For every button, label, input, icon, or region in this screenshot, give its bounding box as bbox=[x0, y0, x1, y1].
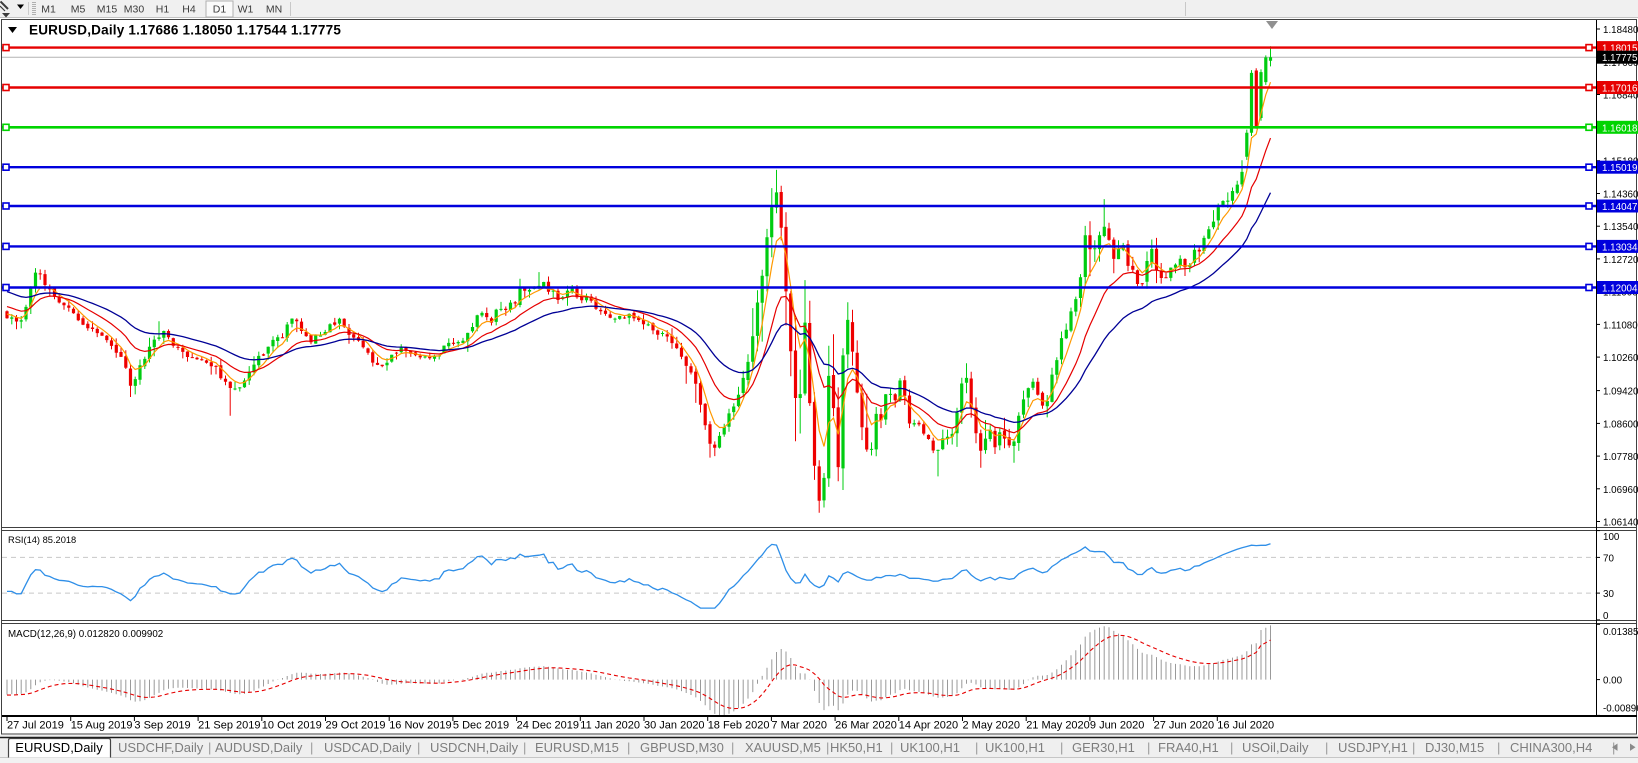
svg-text:1.06960: 1.06960 bbox=[1603, 485, 1638, 496]
svg-text:26 Mar 2020: 26 Mar 2020 bbox=[835, 720, 897, 732]
svg-text:MN: MN bbox=[266, 4, 282, 16]
svg-text:H4: H4 bbox=[182, 4, 196, 16]
svg-text:EURUSD,Daily 1.17686 1.18050: EURUSD,Daily 1.17686 1.18050 1.17544 1.1… bbox=[29, 23, 341, 38]
svg-text:|: | bbox=[1147, 740, 1150, 755]
svg-text:M30: M30 bbox=[124, 4, 145, 16]
svg-text:1.11080: 1.11080 bbox=[1603, 320, 1638, 331]
svg-text:CHINA300,H4: CHINA300,H4 bbox=[1510, 740, 1592, 755]
svg-text:1.06140: 1.06140 bbox=[1603, 518, 1638, 529]
svg-text:GER30,H1: GER30,H1 bbox=[1072, 740, 1135, 755]
svg-text:14 Apr 2020: 14 Apr 2020 bbox=[899, 720, 958, 732]
svg-text:USDCHF,Daily: USDCHF,Daily bbox=[118, 740, 204, 755]
svg-text:1.18015: 1.18015 bbox=[1602, 44, 1638, 55]
svg-text:30 Jan 2020: 30 Jan 2020 bbox=[644, 720, 705, 732]
svg-text:100: 100 bbox=[1603, 532, 1620, 543]
svg-text:UK100,H1: UK100,H1 bbox=[985, 740, 1045, 755]
svg-text:1.13034: 1.13034 bbox=[1602, 242, 1638, 253]
svg-text:|: | bbox=[208, 740, 211, 755]
svg-text:1.17016: 1.17016 bbox=[1602, 84, 1638, 95]
svg-text:FRA40,H1: FRA40,H1 bbox=[1158, 740, 1219, 755]
svg-text:1.07780: 1.07780 bbox=[1603, 452, 1638, 463]
svg-text:EURUSD,M15: EURUSD,M15 bbox=[535, 740, 619, 755]
svg-text:7 Mar 2020: 7 Mar 2020 bbox=[771, 720, 827, 732]
svg-text:H1: H1 bbox=[156, 4, 170, 16]
svg-text:|: | bbox=[310, 740, 313, 755]
svg-text:1.08600: 1.08600 bbox=[1603, 419, 1638, 430]
svg-text:XAUUSD,M5: XAUUSD,M5 bbox=[745, 740, 821, 755]
svg-text:M1: M1 bbox=[41, 4, 56, 16]
svg-text:|: | bbox=[523, 740, 526, 755]
svg-text:1.12004: 1.12004 bbox=[1602, 284, 1638, 295]
svg-text:0: 0 bbox=[1603, 611, 1609, 622]
svg-text:MACD(12,26,9) 0.012820 0.00990: MACD(12,26,9) 0.012820 0.009902 bbox=[8, 629, 163, 640]
svg-text:1.18480: 1.18480 bbox=[1603, 25, 1638, 36]
svg-text:11 Jan 2020: 11 Jan 2020 bbox=[580, 720, 640, 732]
svg-text:|: | bbox=[1497, 740, 1500, 755]
svg-text:USOil,Daily: USOil,Daily bbox=[1242, 740, 1309, 755]
svg-text:M15: M15 bbox=[97, 4, 118, 16]
svg-text:D1: D1 bbox=[213, 4, 227, 16]
svg-text:1.16840: 1.16840 bbox=[1603, 91, 1638, 102]
svg-text:|: | bbox=[627, 740, 630, 755]
svg-text:1.14047: 1.14047 bbox=[1602, 202, 1637, 213]
svg-text:M5: M5 bbox=[71, 4, 86, 16]
svg-text:16 Nov 2019: 16 Nov 2019 bbox=[389, 720, 451, 732]
svg-text:UK100,H1: UK100,H1 bbox=[900, 740, 960, 755]
svg-text:|: | bbox=[1412, 740, 1415, 755]
svg-text:|: | bbox=[1230, 740, 1233, 755]
svg-text:USDJPY,H1: USDJPY,H1 bbox=[1338, 740, 1408, 755]
svg-text:W1: W1 bbox=[238, 4, 254, 16]
svg-text:1.14360: 1.14360 bbox=[1603, 190, 1638, 201]
svg-text:5 Dec 2019: 5 Dec 2019 bbox=[453, 720, 509, 732]
svg-text:27 Jun 2020: 27 Jun 2020 bbox=[1154, 720, 1215, 732]
svg-text:70: 70 bbox=[1603, 553, 1614, 564]
svg-text:2 May 2020: 2 May 2020 bbox=[963, 720, 1020, 732]
svg-text:|: | bbox=[975, 740, 978, 755]
svg-text:1.09420: 1.09420 bbox=[1603, 387, 1638, 398]
svg-text:21 May 2020: 21 May 2020 bbox=[1026, 720, 1090, 732]
svg-text:15 Aug 2019: 15 Aug 2019 bbox=[71, 720, 133, 732]
svg-text:|: | bbox=[417, 740, 420, 755]
svg-text:21 Sep 2019: 21 Sep 2019 bbox=[198, 720, 260, 732]
svg-text:1.10260: 1.10260 bbox=[1603, 353, 1638, 364]
svg-text:USDCAD,Daily: USDCAD,Daily bbox=[324, 740, 412, 755]
svg-text:GBPUSD,M30: GBPUSD,M30 bbox=[640, 740, 724, 755]
svg-text:30: 30 bbox=[1603, 589, 1614, 600]
svg-text:DJ30,M15: DJ30,M15 bbox=[1425, 740, 1484, 755]
svg-text:1.12720: 1.12720 bbox=[1603, 255, 1638, 266]
svg-text:1.15019: 1.15019 bbox=[1602, 163, 1637, 174]
svg-text:16 Jul 2020: 16 Jul 2020 bbox=[1217, 720, 1274, 732]
svg-text:1.17775: 1.17775 bbox=[1602, 53, 1638, 64]
svg-text:|: | bbox=[731, 740, 734, 755]
svg-text:RSI(14) 85.2018: RSI(14) 85.2018 bbox=[8, 535, 76, 545]
svg-text:1.13540: 1.13540 bbox=[1603, 222, 1638, 233]
svg-text:10 Oct 2019: 10 Oct 2019 bbox=[262, 720, 322, 732]
svg-text:|: | bbox=[826, 740, 829, 755]
svg-text:0.00: 0.00 bbox=[1603, 676, 1623, 687]
svg-text:HK50,H1: HK50,H1 bbox=[830, 740, 883, 755]
svg-text:24 Dec 2019: 24 Dec 2019 bbox=[517, 720, 579, 732]
svg-text:AUDUSD,Daily: AUDUSD,Daily bbox=[215, 740, 303, 755]
svg-text:27 Jul 2019: 27 Jul 2019 bbox=[7, 720, 64, 732]
svg-text:1.16018: 1.16018 bbox=[1602, 123, 1638, 134]
svg-text:29 Oct 2019: 29 Oct 2019 bbox=[326, 720, 386, 732]
svg-text:|: | bbox=[890, 740, 893, 755]
svg-text:3 Sep 2019: 3 Sep 2019 bbox=[134, 720, 190, 732]
svg-text:EURUSD,Daily: EURUSD,Daily bbox=[15, 740, 103, 755]
svg-text:USDCNH,Daily: USDCNH,Daily bbox=[430, 740, 519, 755]
svg-text:18 Feb 2020: 18 Feb 2020 bbox=[708, 720, 770, 732]
svg-text:0.013858: 0.013858 bbox=[1603, 627, 1638, 638]
svg-text:|: | bbox=[1325, 740, 1328, 755]
svg-text:-0.008968: -0.008968 bbox=[1603, 704, 1638, 715]
svg-text:9 Jun 2020: 9 Jun 2020 bbox=[1090, 720, 1144, 732]
svg-text:|: | bbox=[1060, 740, 1063, 755]
